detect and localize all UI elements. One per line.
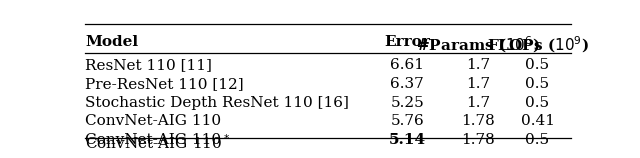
Text: #Params ($10^6$): #Params ($10^6$) — [416, 35, 540, 55]
Text: FLOPs ($10^9$): FLOPs ($10^9$) — [486, 35, 589, 55]
Text: ResNet 110 [11]: ResNet 110 [11] — [85, 58, 212, 72]
Text: 5.76: 5.76 — [390, 114, 424, 128]
Text: Pre-ResNet 110 [12]: Pre-ResNet 110 [12] — [85, 77, 244, 91]
Text: ConvNet-AIG 110: ConvNet-AIG 110 — [85, 133, 221, 147]
Text: 6.61: 6.61 — [390, 58, 424, 72]
Text: 0.5: 0.5 — [525, 133, 550, 147]
Text: 1.7: 1.7 — [466, 58, 490, 72]
Text: ConvNet-AIG 110: ConvNet-AIG 110 — [85, 114, 221, 128]
Text: Model: Model — [85, 35, 138, 49]
Text: 0.5: 0.5 — [525, 77, 550, 91]
Text: 1.7: 1.7 — [466, 77, 490, 91]
Text: 5.14: 5.14 — [388, 133, 426, 147]
Text: ConvNet-AIG 110$^*$: ConvNet-AIG 110$^*$ — [85, 133, 230, 152]
Text: 0.41: 0.41 — [520, 114, 554, 128]
Text: 5.25: 5.25 — [390, 96, 424, 110]
Text: 0.5: 0.5 — [525, 96, 550, 110]
Text: 1.78: 1.78 — [461, 114, 495, 128]
Text: 1.7: 1.7 — [466, 96, 490, 110]
Text: 0.5: 0.5 — [525, 58, 550, 72]
Text: Error: Error — [385, 35, 430, 49]
Text: Stochastic Depth ResNet 110 [16]: Stochastic Depth ResNet 110 [16] — [85, 96, 349, 110]
Text: 6.37: 6.37 — [390, 77, 424, 91]
Text: 1.78: 1.78 — [461, 133, 495, 147]
